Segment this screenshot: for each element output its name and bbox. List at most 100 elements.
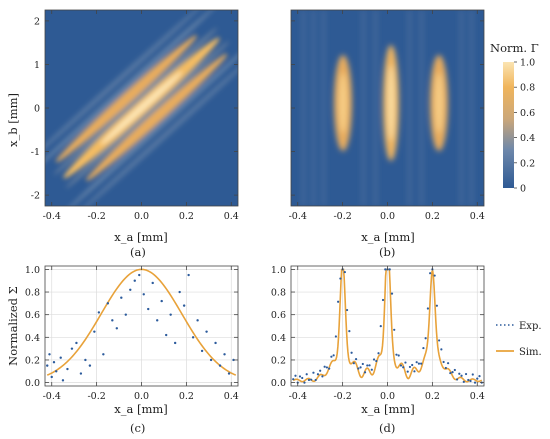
exp-point bbox=[442, 360, 445, 364]
colorbar: Norm. Γ 1.0 0.8 0.6 0.4 0.2 0 bbox=[490, 41, 539, 195]
exp-point bbox=[79, 372, 83, 375]
exp-point bbox=[417, 362, 421, 365]
exp-point bbox=[325, 366, 329, 369]
panel-d-grid bbox=[291, 266, 484, 386]
stripe bbox=[470, 10, 473, 206]
panel-c-ylabel: Normalized Σ bbox=[6, 286, 20, 366]
exp-point bbox=[404, 361, 407, 364]
stripe bbox=[302, 10, 305, 206]
exp-point bbox=[209, 358, 213, 362]
exp-point bbox=[151, 281, 154, 285]
exp-point bbox=[352, 362, 355, 365]
exp-point bbox=[471, 373, 474, 376]
exp-point bbox=[307, 378, 311, 382]
lobe-right-core bbox=[435, 73, 443, 133]
panel-b-xticks: -0.4 -0.2 0.0 0.2 0.4 bbox=[289, 10, 485, 222]
exp-point bbox=[413, 370, 416, 373]
exp-point bbox=[408, 365, 412, 369]
colorbar-tick-label: 0.2 bbox=[520, 158, 535, 169]
exp-point bbox=[59, 356, 62, 359]
colorbar-ticks: 1.0 0.8 0.6 0.4 0.2 0 bbox=[514, 58, 535, 195]
exp-point bbox=[393, 328, 396, 331]
x-tick-label: 0.2 bbox=[425, 391, 440, 402]
exp-point bbox=[138, 273, 141, 277]
exp-point bbox=[375, 359, 378, 363]
exp-points bbox=[46, 273, 235, 382]
panel-c-caption: (c) bbox=[130, 421, 145, 435]
exp-point bbox=[422, 346, 425, 350]
exp-point bbox=[366, 364, 369, 367]
exp-point bbox=[314, 378, 317, 382]
legend-exp-label: Exp. bbox=[519, 321, 542, 332]
panel-c-xlabel: x_a [mm] bbox=[114, 402, 168, 416]
exp-point bbox=[469, 379, 472, 383]
exp-point bbox=[438, 339, 441, 342]
exp-point bbox=[420, 362, 423, 365]
exp-point bbox=[381, 298, 385, 302]
exp-point bbox=[120, 296, 123, 299]
exp-point bbox=[298, 375, 302, 378]
exp-point bbox=[478, 375, 481, 378]
panel-c-grid bbox=[45, 266, 238, 386]
exp-point bbox=[200, 349, 204, 353]
y-tick-label: 0 bbox=[34, 104, 40, 115]
exp-point bbox=[124, 313, 127, 316]
exp-point bbox=[372, 358, 376, 361]
y-tick-label: 1 bbox=[34, 60, 40, 71]
x-tick-label: 0.4 bbox=[224, 391, 239, 402]
exp-point bbox=[48, 353, 51, 356]
y-tick-label: 0.8 bbox=[25, 288, 40, 299]
exp-point bbox=[312, 371, 315, 374]
colorbar-gradient bbox=[503, 62, 514, 188]
y-tick-label: 0.2 bbox=[25, 355, 40, 366]
colorbar-tick-label: 1.0 bbox=[520, 58, 535, 69]
exp-point bbox=[310, 378, 313, 381]
exp-point bbox=[330, 355, 333, 358]
exp-point bbox=[460, 374, 463, 377]
exp-point bbox=[164, 333, 168, 337]
ridge-center-core bbox=[100, 71, 183, 145]
exp-point bbox=[102, 353, 105, 356]
panel-a-xticks: -0.4 -0.2 0.0 0.2 0.4 bbox=[43, 10, 239, 222]
exp-point bbox=[88, 364, 92, 367]
exp-point bbox=[46, 364, 49, 367]
panel-a-ylabel: x_b [mm] bbox=[6, 93, 20, 147]
exp-point bbox=[70, 347, 74, 350]
x-tick-label: -0.4 bbox=[43, 391, 61, 402]
exp-point bbox=[449, 371, 452, 375]
exp-point bbox=[323, 365, 326, 368]
ridge-faint-4 bbox=[76, 54, 238, 206]
legend-sim-label: Sim. bbox=[519, 347, 542, 358]
exp-point bbox=[361, 362, 364, 366]
x-tick-label: -0.2 bbox=[87, 391, 105, 402]
x-tick-label: 0.2 bbox=[425, 211, 440, 222]
exp-point bbox=[433, 274, 436, 277]
exp-point bbox=[337, 300, 340, 303]
panel-b-xlabel: x_a [mm] bbox=[361, 230, 415, 244]
stripe bbox=[312, 10, 315, 206]
exp-point bbox=[214, 341, 217, 345]
x-tick-label: -0.4 bbox=[289, 391, 307, 402]
panel-b: -0.4 -0.2 0.0 0.2 0.4 bbox=[289, 9, 485, 222]
exp-point bbox=[402, 366, 405, 369]
panel-a-xlabel: x_a [mm] bbox=[114, 230, 168, 244]
colorbar-tick-label: 0.6 bbox=[520, 108, 535, 119]
exp-point bbox=[115, 327, 119, 330]
panel-d: -0.4 -0.2 0.0 0.2 0.4 1.0 0.8 0.6 0.4 0.2 0.0 bbox=[271, 265, 485, 402]
exp-point bbox=[191, 336, 195, 339]
colorbar-tick-label: 0.4 bbox=[520, 133, 535, 144]
exp-point bbox=[227, 372, 231, 375]
exp-point bbox=[455, 378, 459, 381]
exp-point bbox=[328, 367, 331, 370]
y-tick-label: 0.6 bbox=[271, 310, 286, 321]
exp-point bbox=[196, 319, 199, 322]
exp-point bbox=[111, 319, 114, 322]
exp-point bbox=[384, 268, 387, 271]
x-tick-label: -0.4 bbox=[43, 211, 61, 222]
panel-d-yticks: 1.0 0.8 0.6 0.4 0.2 0.0 bbox=[271, 265, 484, 389]
colorbar-label: Norm. Γ bbox=[490, 41, 539, 55]
exp-point bbox=[55, 370, 58, 373]
exp-point bbox=[451, 371, 454, 374]
y-tick-label: 0.0 bbox=[25, 378, 40, 389]
exp-point bbox=[303, 381, 306, 384]
